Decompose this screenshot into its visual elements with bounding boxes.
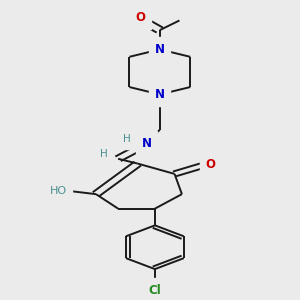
Text: H: H xyxy=(100,149,107,159)
Text: N: N xyxy=(155,88,165,101)
Text: Cl: Cl xyxy=(148,284,161,297)
Text: N: N xyxy=(155,43,165,56)
Text: O: O xyxy=(206,158,215,171)
Text: O: O xyxy=(135,11,145,24)
Text: N: N xyxy=(142,137,152,150)
Text: H: H xyxy=(123,134,131,144)
Text: HO: HO xyxy=(50,186,67,196)
